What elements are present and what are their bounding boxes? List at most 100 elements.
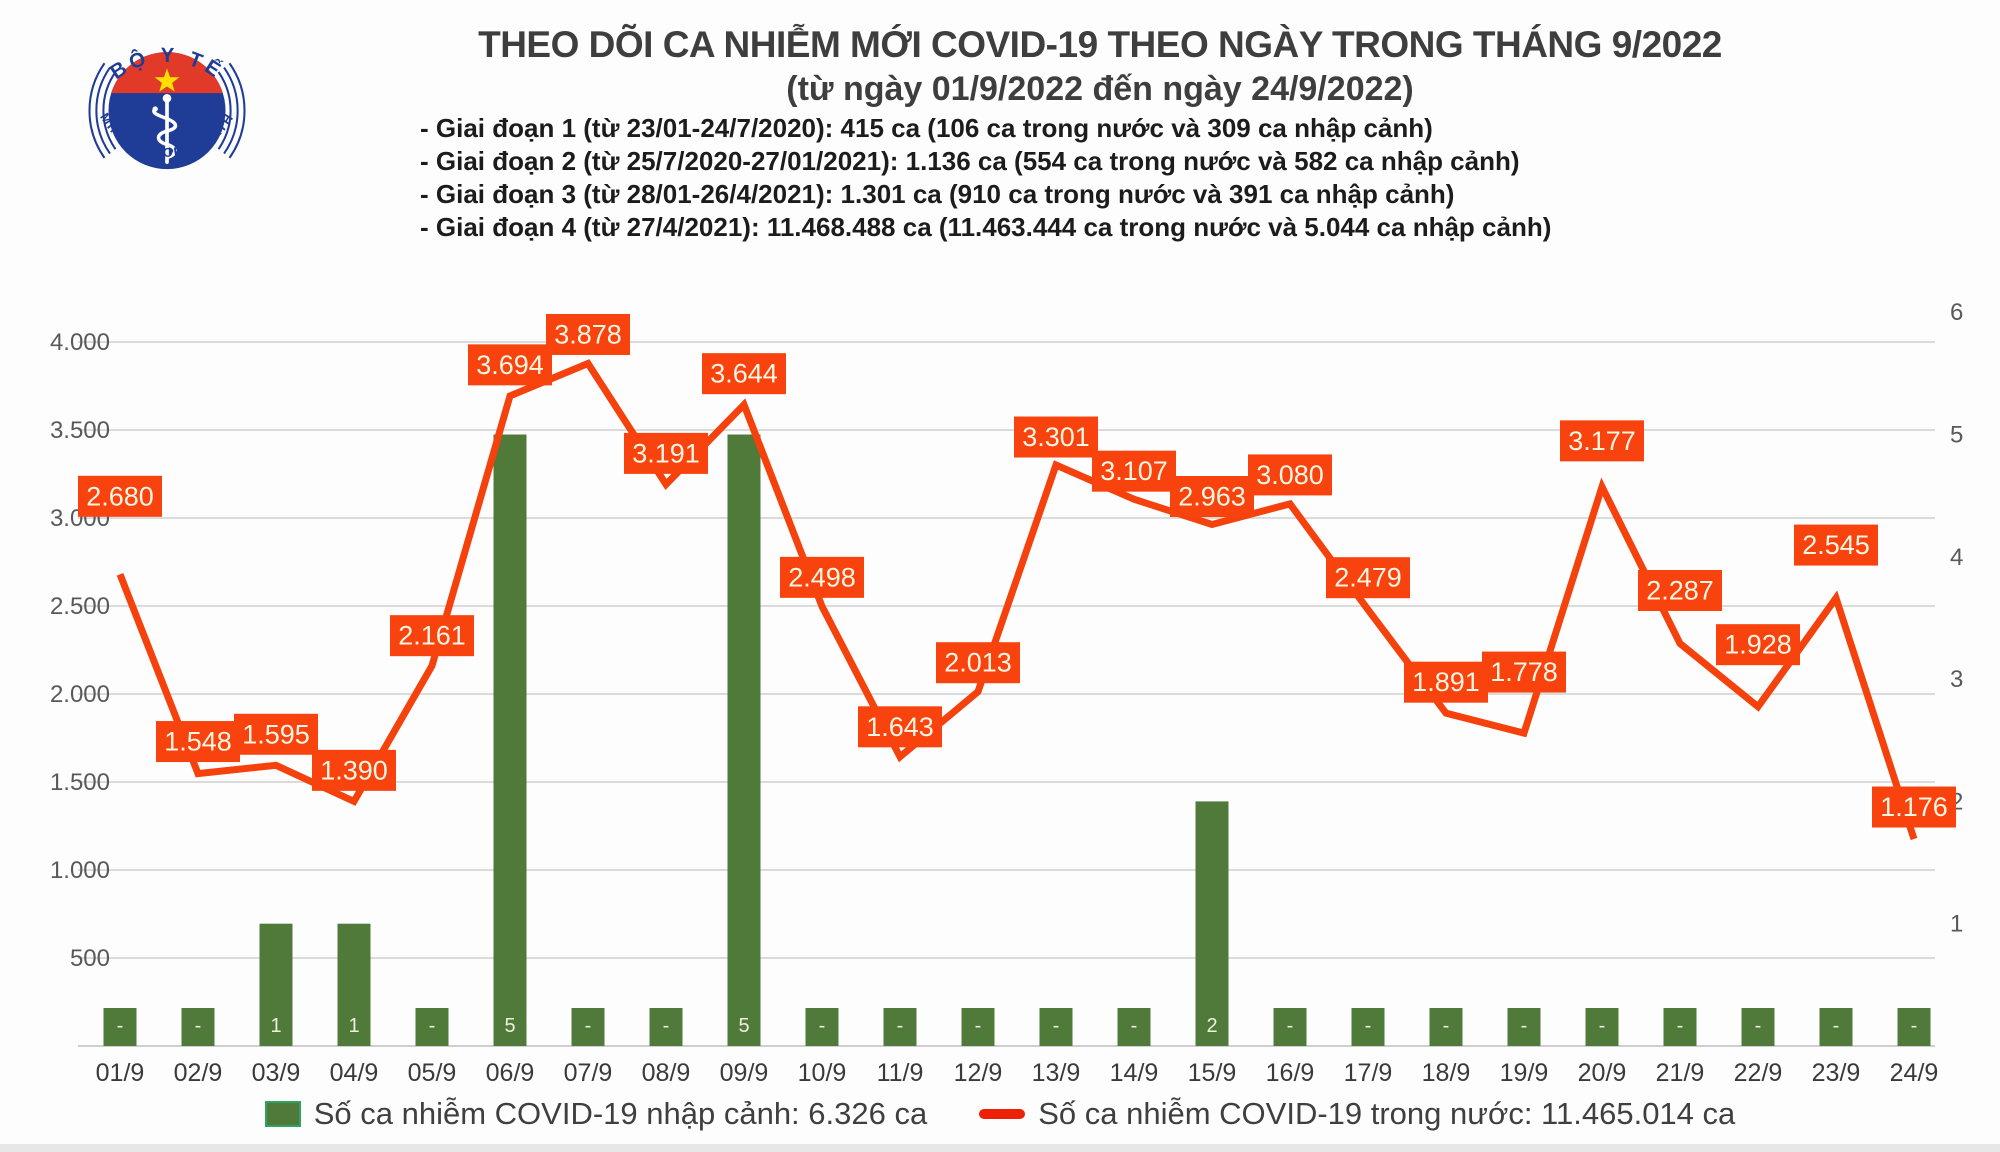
import-bar-label: - bbox=[819, 1015, 826, 1037]
point-label-box bbox=[702, 353, 786, 395]
moh-logo: BỘ Y TẾ MINISTRY OF HEALTH bbox=[88, 44, 246, 170]
import-bar-label: - bbox=[1131, 1015, 1138, 1037]
date-label: 12/9 bbox=[954, 1059, 1003, 1087]
right-axis-tick-label: 5 bbox=[1950, 422, 1963, 449]
import-bar-label: - bbox=[1833, 1015, 1840, 1037]
point-label-box bbox=[156, 721, 240, 763]
date-label: 10/9 bbox=[798, 1059, 847, 1087]
import-bar-label: - bbox=[1053, 1015, 1060, 1037]
right-axis-tick-label: 3 bbox=[1950, 666, 1963, 693]
import-bar-label: 1 bbox=[270, 1015, 281, 1037]
import-bar bbox=[1117, 1008, 1151, 1046]
point-label-box bbox=[1482, 651, 1566, 693]
import-bar-label: - bbox=[1599, 1015, 1606, 1037]
date-label: 13/9 bbox=[1032, 1059, 1081, 1087]
point-label-text: 2.963 bbox=[1178, 482, 1246, 512]
point-label-text: 1.176 bbox=[1880, 792, 1948, 822]
page-title: THEO DÕI CA NHIỄM MỚI COVID-19 THEO NGÀY… bbox=[478, 24, 1722, 65]
point-label-box bbox=[1404, 661, 1488, 703]
bottom-strip bbox=[0, 1144, 2000, 1152]
import-bar bbox=[1429, 1008, 1463, 1046]
import-bar bbox=[1741, 1008, 1775, 1046]
point-label-text: 1.778 bbox=[1490, 657, 1558, 687]
point-label-box bbox=[234, 713, 318, 755]
import-bar-label: - bbox=[1911, 1015, 1918, 1037]
point-label-text: 3.191 bbox=[632, 438, 700, 468]
right-axis-tick-label: 1 bbox=[1950, 911, 1963, 938]
phase-note-4: - Giai đoạn 4 (từ 27/4/2021): 11.468.488… bbox=[420, 212, 1552, 242]
import-bar bbox=[1507, 1008, 1541, 1046]
point-label-text: 3.878 bbox=[554, 319, 622, 349]
phase-note-2: - Giai đoạn 2 (từ 25/7/2020-27/01/2021):… bbox=[420, 146, 1520, 176]
date-label: 23/9 bbox=[1812, 1059, 1861, 1087]
import-bar-label: - bbox=[195, 1015, 202, 1037]
import-bar bbox=[493, 434, 527, 1046]
import-bar bbox=[181, 1008, 215, 1046]
import-bar-label: - bbox=[1521, 1015, 1528, 1037]
left-axis-tick-label: 4.000 bbox=[50, 329, 110, 356]
date-label: 24/9 bbox=[1890, 1059, 1939, 1087]
date-label: 21/9 bbox=[1656, 1059, 1705, 1087]
date-label: 03/9 bbox=[252, 1059, 301, 1087]
bar-swatch-icon bbox=[264, 1101, 301, 1127]
import-bar-label: - bbox=[897, 1015, 904, 1037]
import-bar-label: - bbox=[1287, 1015, 1294, 1037]
point-label-box bbox=[1326, 557, 1410, 599]
import-bar-label: - bbox=[117, 1015, 124, 1037]
import-bar bbox=[805, 1008, 839, 1046]
left-axis-tick-label: 2.000 bbox=[50, 681, 110, 708]
import-bar bbox=[259, 923, 293, 1046]
date-label: 07/9 bbox=[564, 1059, 613, 1087]
point-label-box bbox=[1794, 524, 1878, 566]
date-label: 06/9 bbox=[486, 1059, 535, 1087]
point-label-box bbox=[1872, 786, 1956, 828]
date-label: 02/9 bbox=[174, 1059, 223, 1087]
point-label-box bbox=[312, 749, 396, 791]
date-label: 16/9 bbox=[1266, 1059, 1315, 1087]
import-bar-label: - bbox=[1365, 1015, 1372, 1037]
point-label-text: 3.694 bbox=[476, 350, 544, 380]
point-label-box bbox=[78, 475, 162, 517]
point-label-box bbox=[1560, 420, 1644, 462]
right-axis-tick-label: 6 bbox=[1950, 299, 1963, 326]
date-label: 15/9 bbox=[1188, 1059, 1237, 1087]
point-label-box bbox=[1092, 450, 1176, 492]
point-label-text: 1.390 bbox=[320, 755, 388, 785]
point-label-box bbox=[1716, 624, 1800, 666]
point-label-text: 2.545 bbox=[1802, 530, 1870, 560]
page-subtitle: (từ ngày 01/9/2022 đến ngày 24/9/2022) bbox=[786, 70, 1414, 108]
import-bar-label: - bbox=[585, 1015, 592, 1037]
date-label: 01/9 bbox=[96, 1059, 145, 1087]
import-bar bbox=[649, 1008, 683, 1046]
point-label-box bbox=[780, 556, 864, 598]
phase-note-3: - Giai đoạn 3 (từ 28/01-26/4/2021): 1.30… bbox=[420, 179, 1455, 209]
point-label-text: 2.287 bbox=[1646, 575, 1714, 605]
line-swatch-icon bbox=[979, 1109, 1026, 1119]
rod-of-asclepius-icon bbox=[152, 93, 178, 164]
date-label: 22/9 bbox=[1734, 1059, 1783, 1087]
import-bar-label: 2 bbox=[1206, 1015, 1217, 1037]
date-label: 09/9 bbox=[720, 1059, 769, 1087]
legend-domestic-label: Số ca nhiễm COVID-19 trong nước: 11.465.… bbox=[1038, 1096, 1736, 1131]
import-bar bbox=[1819, 1008, 1853, 1046]
point-label-box bbox=[1248, 454, 1332, 496]
point-label-text: 3.107 bbox=[1100, 456, 1168, 486]
import-bar bbox=[337, 923, 371, 1046]
point-label-text: 3.301 bbox=[1022, 422, 1090, 452]
import-bar bbox=[727, 434, 761, 1046]
import-bar-label: 1 bbox=[348, 1015, 359, 1037]
logo-side-arcs bbox=[88, 62, 246, 159]
legend-import-cases: Số ca nhiễm COVID-19 nhập cảnh: 6.326 ca bbox=[264, 1096, 928, 1132]
left-axis-tick-label: 500 bbox=[70, 945, 110, 972]
point-label-box bbox=[1638, 569, 1722, 611]
point-label-box bbox=[1170, 476, 1254, 518]
point-label-box bbox=[624, 432, 708, 474]
legend-domestic-cases: Số ca nhiễm COVID-19 trong nước: 11.465.… bbox=[979, 1096, 1735, 1132]
date-label: 11/9 bbox=[877, 1059, 924, 1087]
phase-note-1: - Giai đoạn 1 (từ 23/01-24/7/2020): 415 … bbox=[420, 113, 1433, 143]
date-label: 08/9 bbox=[642, 1059, 691, 1087]
legend-import-label: Số ca nhiễm COVID-19 nhập cảnh: 6.326 ca bbox=[313, 1096, 928, 1131]
import-bar-label: - bbox=[1677, 1015, 1684, 1037]
import-bar bbox=[103, 1008, 137, 1046]
